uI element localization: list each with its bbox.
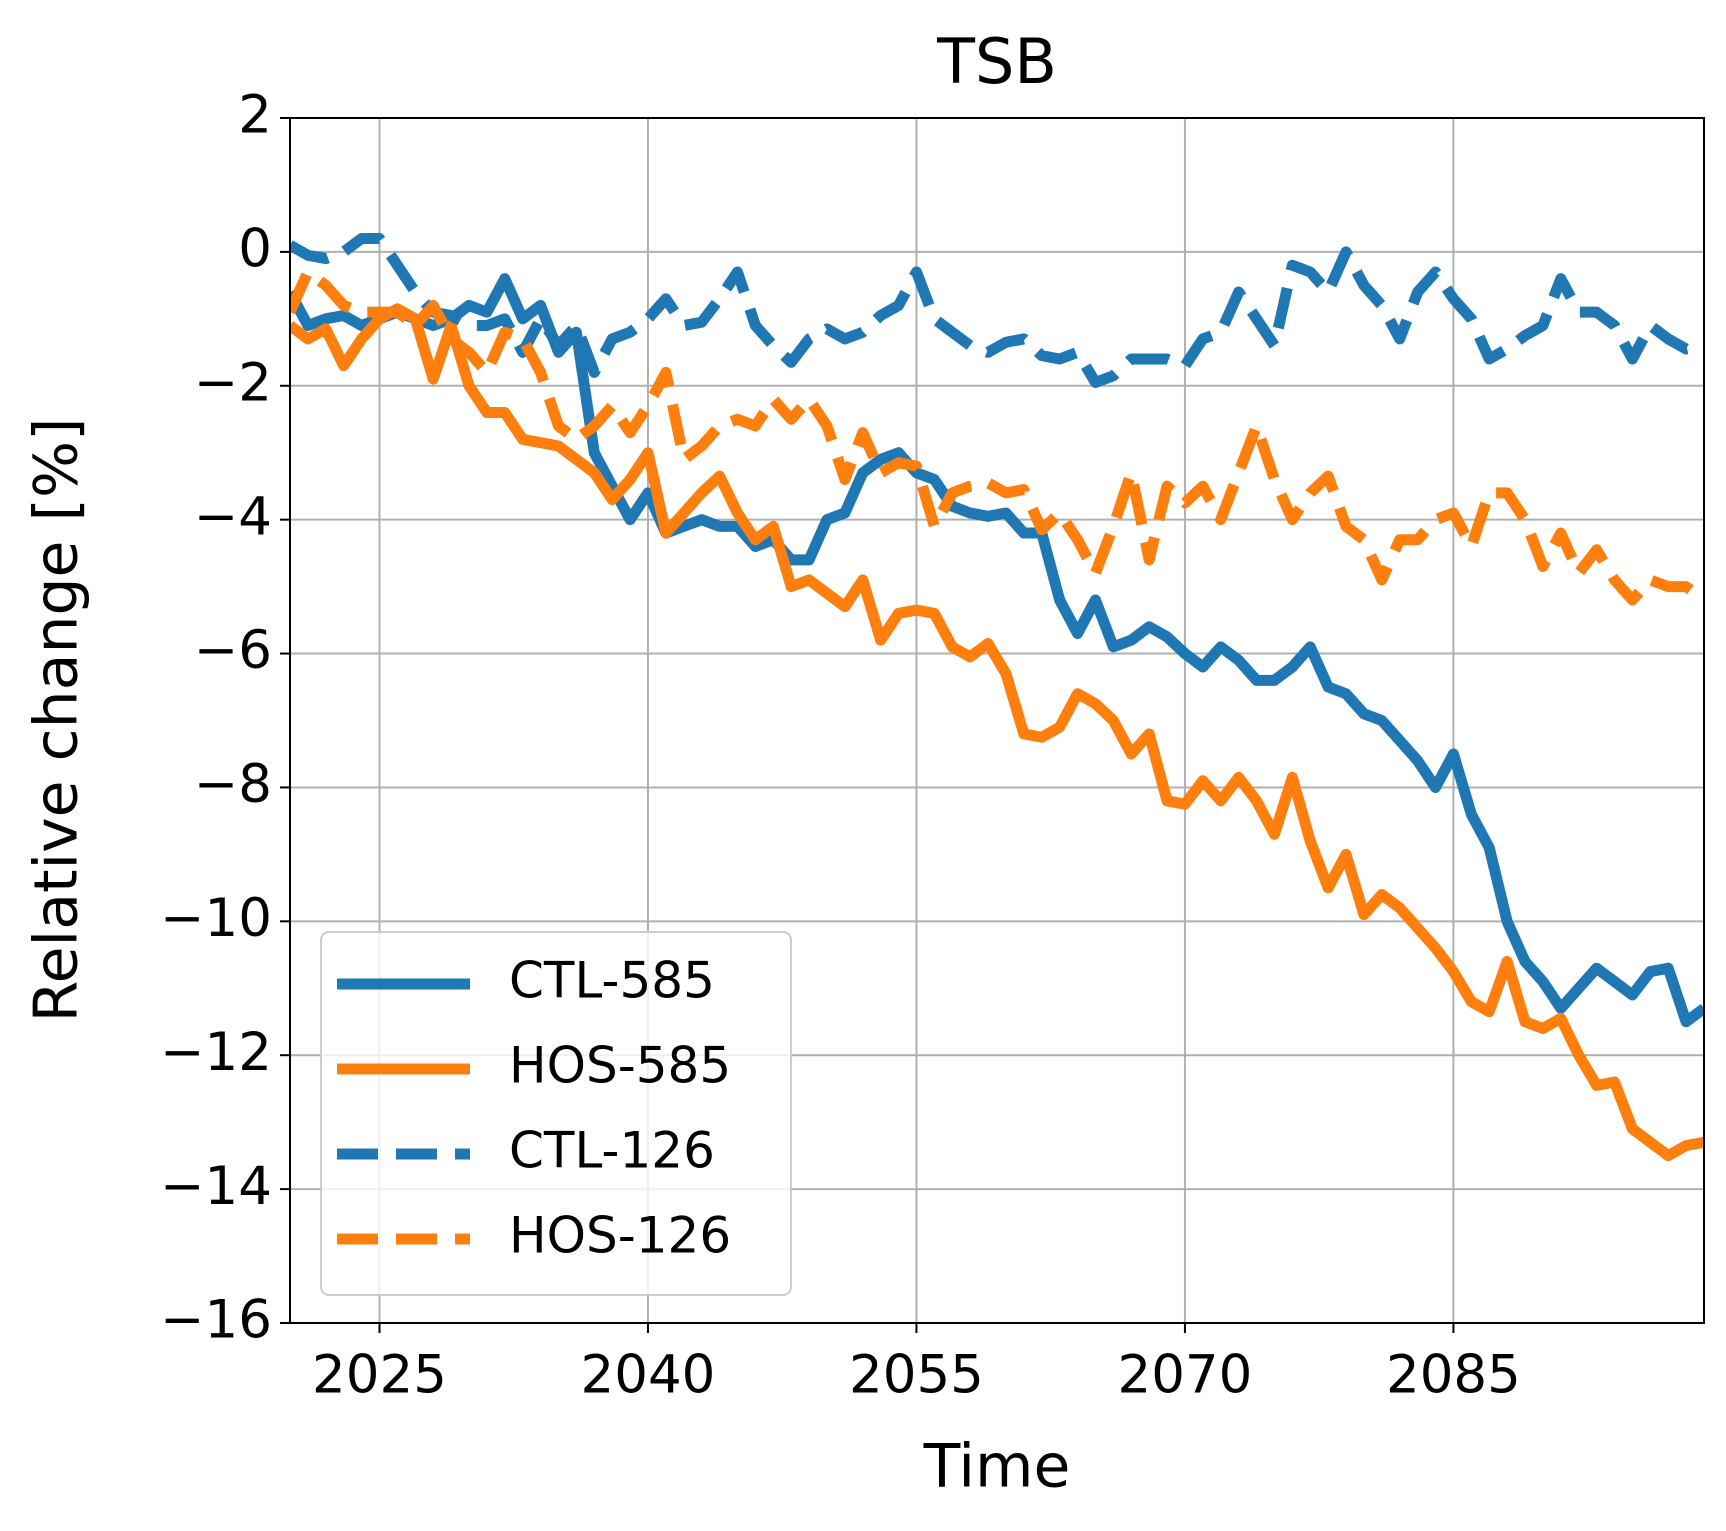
y-tick-label: −16 bbox=[160, 1290, 272, 1351]
y-tick-label: −14 bbox=[160, 1156, 272, 1217]
legend-box bbox=[320, 931, 792, 1296]
y-tick-label: −8 bbox=[194, 754, 272, 815]
y-tick-label: −10 bbox=[160, 888, 272, 949]
y-tick-label: −2 bbox=[194, 352, 272, 413]
y-tick-label: 0 bbox=[238, 219, 272, 280]
series-line bbox=[290, 303, 1704, 1162]
series-line bbox=[290, 233, 1704, 388]
x-tick-label: 2055 bbox=[849, 1345, 984, 1406]
y-tick-label: −6 bbox=[194, 620, 272, 681]
x-tick-label: 2040 bbox=[581, 1345, 716, 1406]
series-line bbox=[290, 266, 1704, 606]
legend-label: HOS-126 bbox=[509, 1207, 731, 1265]
series-line bbox=[290, 273, 1704, 1028]
plot-frame bbox=[289, 117, 1705, 1324]
y-tick-label: 2 bbox=[238, 85, 272, 146]
chart-title: TSB bbox=[936, 25, 1057, 98]
y-tick-label: −4 bbox=[194, 486, 272, 547]
y-axis-label: Relative change [%] bbox=[22, 418, 92, 1023]
legend-label: HOS-585 bbox=[509, 1037, 731, 1095]
y-tick-label: −12 bbox=[160, 1022, 272, 1083]
x-tick-label: 2025 bbox=[312, 1345, 447, 1406]
x-axis-label: Time bbox=[923, 1432, 1071, 1502]
legend-label: CTL-585 bbox=[509, 952, 715, 1010]
legend-label: CTL-126 bbox=[509, 1122, 715, 1180]
legend: CTL-585 HOS-585 CTL-126 HOS-126 bbox=[320, 931, 792, 1296]
x-tick-label: 2070 bbox=[1117, 1345, 1252, 1406]
x-tick-label: 2085 bbox=[1386, 1345, 1521, 1406]
